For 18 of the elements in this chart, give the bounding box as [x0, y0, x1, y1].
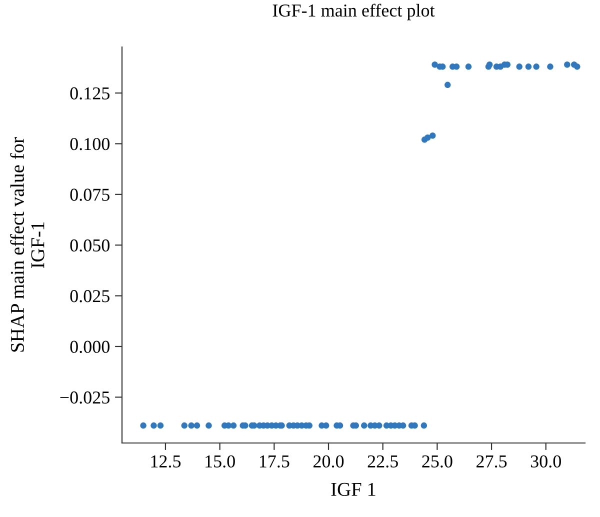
x-tick-label: 12.5: [151, 455, 181, 468]
x-axis-title: IGF 1: [331, 482, 376, 496]
y-tick-label: 0.125: [70, 87, 110, 100]
y-axis-title: SHAP main effect value for IGF-1: [10, 137, 44, 352]
y-tick-label: −0.025: [60, 391, 110, 404]
y-tick-label: 0.000: [70, 340, 110, 354]
x-tick-label: 15.0: [206, 455, 235, 468]
x-tick-label: 30.0: [530, 455, 561, 468]
x-tick-label: 22.5: [368, 455, 398, 468]
y-tick-label: 0.075: [70, 188, 110, 201]
y-tick-label: 0.025: [70, 290, 110, 302]
x-tick-label: 25.0: [422, 455, 452, 468]
y-tick-label: 0.050: [70, 239, 110, 252]
y-tick-label: 0.100: [70, 138, 110, 150]
x-tick-label: 17.5: [260, 455, 290, 468]
chart-title: IGF-1 main effect plot: [272, 4, 435, 20]
x-tick-label: 20.0: [313, 455, 344, 468]
x-tick-label: 27.5: [476, 455, 507, 468]
